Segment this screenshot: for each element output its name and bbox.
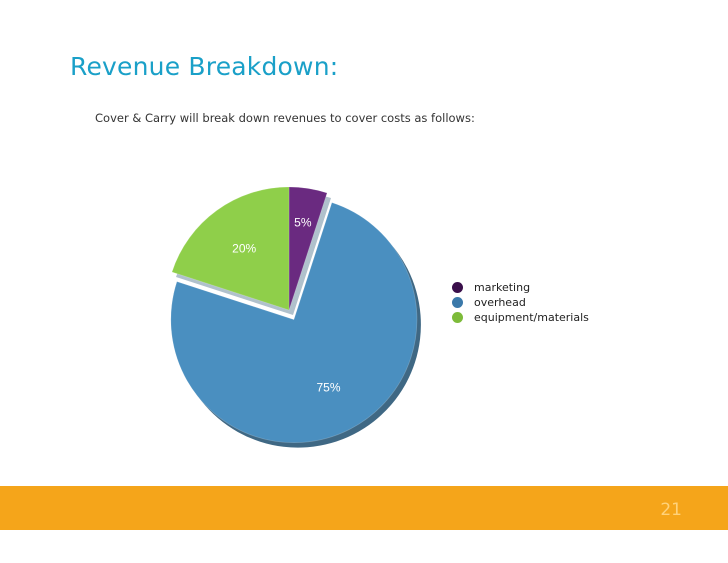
- slice-label-equipment-materials: 20%: [232, 241, 256, 255]
- page-number: 21: [660, 500, 682, 520]
- legend-swatch-overhead: [452, 297, 463, 308]
- pie-chart: 5% 75% 20%: [170, 186, 421, 448]
- legend-swatch-marketing: [452, 282, 463, 293]
- legend-label-equipment: equipment/materials: [474, 311, 589, 324]
- slice-label-overhead: 75%: [317, 381, 341, 395]
- legend-item-marketing: marketing: [452, 280, 589, 295]
- pie-slice-highlight-0: [289, 187, 328, 310]
- slide-subtitle: Cover & Carry will break down revenues t…: [95, 111, 475, 125]
- legend-swatch-equipment: [452, 312, 463, 323]
- chart-legend: marketing overhead equipment/materials: [452, 280, 589, 325]
- pie-slice-highlight-1: [170, 202, 417, 443]
- footer-bar: 21: [0, 486, 728, 530]
- legend-label-overhead: overhead: [474, 296, 526, 309]
- pie-slice-highlight-2: [172, 187, 289, 310]
- slice-label-marketing: 5%: [294, 216, 312, 230]
- legend-item-equipment: equipment/materials: [452, 310, 589, 325]
- legend-label-marketing: marketing: [474, 281, 531, 294]
- legend-item-overhead: overhead: [452, 295, 589, 310]
- slide-title: Revenue Breakdown:: [70, 52, 339, 81]
